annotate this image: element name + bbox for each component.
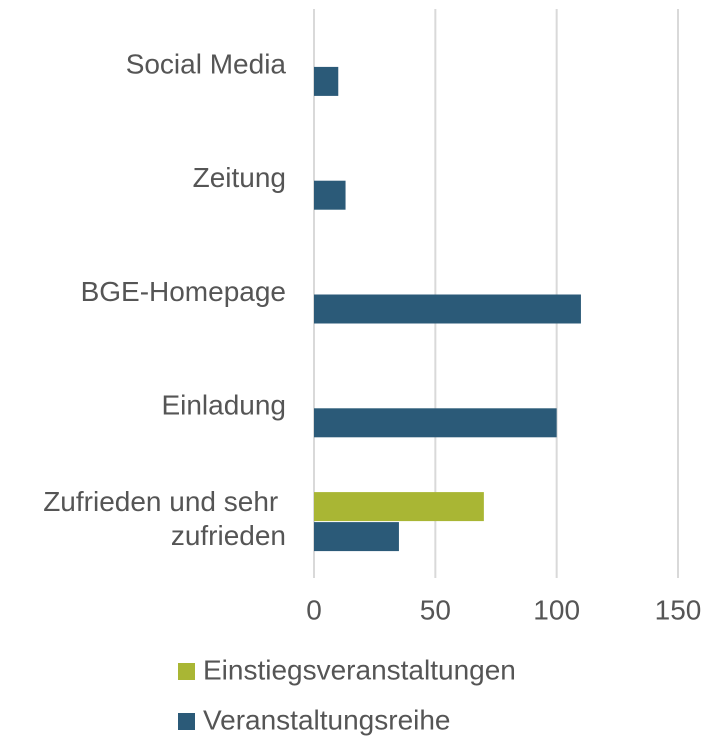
bar bbox=[314, 180, 346, 210]
bar bbox=[314, 522, 399, 552]
x-tick-label: 0 bbox=[306, 594, 322, 625]
y-tick-label: BGE-Homepage bbox=[81, 276, 286, 307]
y-tick-label: Zufrieden und sehr zufrieden bbox=[43, 486, 286, 551]
bar bbox=[314, 492, 484, 522]
legend-swatch bbox=[178, 713, 195, 730]
x-tick-label: 150 bbox=[655, 594, 702, 625]
legend-label: Einstiegsveranstaltungen bbox=[203, 654, 516, 685]
y-tick-label: Zeitung bbox=[193, 162, 286, 193]
y-tick-label: Einladung bbox=[161, 390, 286, 421]
bar bbox=[314, 408, 557, 438]
legend-swatch bbox=[178, 663, 195, 680]
x-tick-label: 100 bbox=[533, 594, 580, 625]
legend-label: Veranstaltungsreihe bbox=[203, 704, 451, 735]
y-tick-label: Social Media bbox=[126, 48, 287, 79]
x-tick-label: 50 bbox=[420, 594, 451, 625]
bar bbox=[314, 66, 339, 96]
bar bbox=[314, 294, 581, 324]
